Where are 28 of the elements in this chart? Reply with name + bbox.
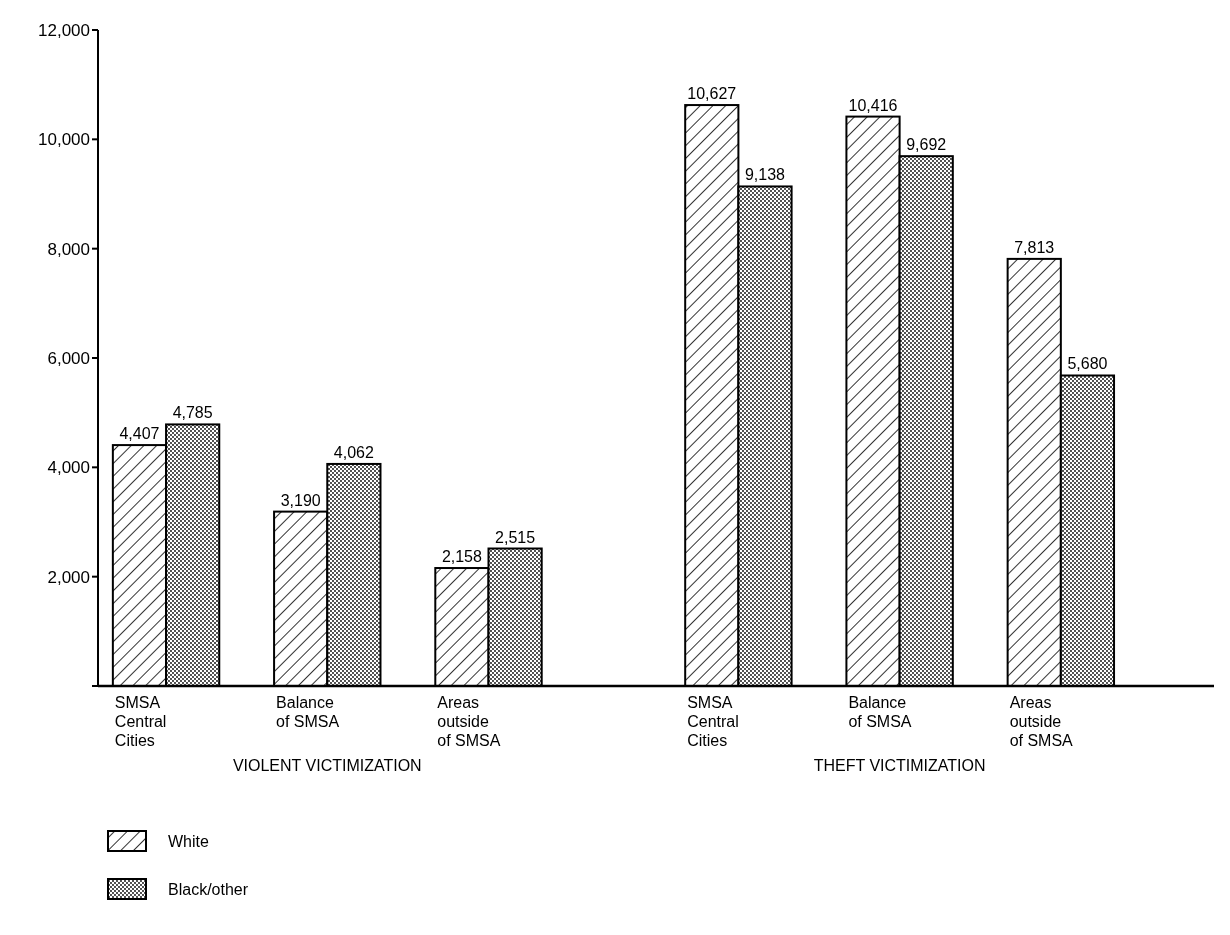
data-label: 10,627 bbox=[687, 85, 737, 103]
y-tick-label: 4,000 bbox=[47, 458, 90, 478]
y-tick-label: 2,000 bbox=[47, 567, 90, 587]
y-tick-label: 10,000 bbox=[38, 130, 90, 150]
y-tick-label: 8,000 bbox=[47, 239, 90, 259]
y-tick-label: 6,000 bbox=[47, 348, 90, 368]
data-label: 5,680 bbox=[1067, 355, 1108, 373]
data-label: 4,062 bbox=[333, 443, 374, 461]
legend-label: White bbox=[168, 832, 209, 850]
data-label: 2,158 bbox=[441, 548, 483, 566]
data-label: 10,416 bbox=[848, 96, 898, 114]
data-label: 2,515 bbox=[495, 528, 536, 546]
x-tick-label: Areas outside of SMSA bbox=[437, 694, 501, 749]
x-tick-label: Balance of SMSA bbox=[276, 694, 340, 730]
x-tick-label: SMSA Central Cities bbox=[114, 694, 167, 749]
data-label: 9,138 bbox=[744, 166, 786, 184]
x-tick-label: Balance of SMSA bbox=[848, 694, 912, 730]
text: VIOLENT VICTIMIZATION bbox=[232, 757, 422, 774]
x-tick-label: Areas outside of SMSA bbox=[1009, 694, 1074, 749]
data-label: 4,407 bbox=[119, 425, 160, 443]
y-tick-label: 12,000 bbox=[38, 20, 90, 40]
legend-label: Black/other bbox=[168, 880, 249, 898]
data-label: 7,813 bbox=[1014, 238, 1055, 256]
data-label: 9,692 bbox=[906, 136, 947, 154]
data-label: 3,190 bbox=[280, 491, 321, 509]
x-tick-label: SMSA Central Cities bbox=[687, 694, 739, 749]
data-label: 4,785 bbox=[172, 404, 213, 422]
text: THEFT VICTIMIZATION bbox=[813, 757, 986, 774]
